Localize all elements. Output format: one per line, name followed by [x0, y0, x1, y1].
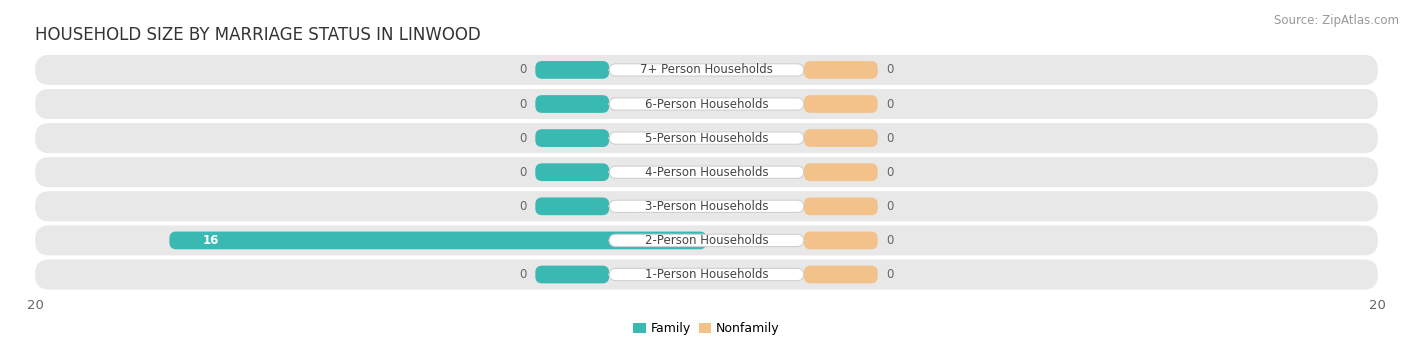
FancyBboxPatch shape: [804, 61, 877, 79]
Text: 4-Person Households: 4-Person Households: [645, 166, 768, 179]
Text: 0: 0: [520, 132, 527, 145]
FancyBboxPatch shape: [35, 191, 1378, 221]
Text: 1-Person Households: 1-Person Households: [645, 268, 768, 281]
FancyBboxPatch shape: [35, 123, 1378, 153]
Text: Source: ZipAtlas.com: Source: ZipAtlas.com: [1274, 14, 1399, 27]
FancyBboxPatch shape: [804, 197, 877, 215]
FancyBboxPatch shape: [609, 98, 804, 110]
FancyBboxPatch shape: [804, 129, 877, 147]
Text: 6-Person Households: 6-Person Households: [645, 98, 768, 110]
Text: 0: 0: [886, 98, 893, 110]
FancyBboxPatch shape: [609, 166, 804, 178]
FancyBboxPatch shape: [804, 95, 877, 113]
Text: 0: 0: [886, 166, 893, 179]
FancyBboxPatch shape: [35, 157, 1378, 187]
Legend: Family, Nonfamily: Family, Nonfamily: [628, 317, 785, 340]
FancyBboxPatch shape: [536, 197, 609, 215]
Text: 0: 0: [520, 166, 527, 179]
FancyBboxPatch shape: [536, 266, 609, 283]
Text: 5-Person Households: 5-Person Households: [645, 132, 768, 145]
FancyBboxPatch shape: [609, 132, 804, 144]
FancyBboxPatch shape: [536, 95, 609, 113]
Text: 0: 0: [520, 200, 527, 213]
Text: 0: 0: [520, 98, 527, 110]
FancyBboxPatch shape: [536, 129, 609, 147]
Text: 3-Person Households: 3-Person Households: [645, 200, 768, 213]
Text: 0: 0: [520, 268, 527, 281]
FancyBboxPatch shape: [804, 232, 877, 249]
Text: 0: 0: [520, 63, 527, 76]
FancyBboxPatch shape: [609, 234, 804, 247]
FancyBboxPatch shape: [609, 200, 804, 212]
Text: HOUSEHOLD SIZE BY MARRIAGE STATUS IN LINWOOD: HOUSEHOLD SIZE BY MARRIAGE STATUS IN LIN…: [35, 26, 481, 44]
FancyBboxPatch shape: [35, 89, 1378, 119]
FancyBboxPatch shape: [169, 232, 706, 249]
Text: 7+ Person Households: 7+ Person Households: [640, 63, 773, 76]
Text: 0: 0: [886, 132, 893, 145]
FancyBboxPatch shape: [804, 163, 877, 181]
Text: 0: 0: [886, 234, 893, 247]
Text: 0: 0: [886, 63, 893, 76]
FancyBboxPatch shape: [35, 55, 1378, 85]
Text: 0: 0: [886, 268, 893, 281]
FancyBboxPatch shape: [536, 61, 609, 79]
FancyBboxPatch shape: [35, 225, 1378, 255]
Text: 0: 0: [886, 200, 893, 213]
Text: 16: 16: [202, 234, 219, 247]
FancyBboxPatch shape: [35, 260, 1378, 290]
Text: 2-Person Households: 2-Person Households: [645, 234, 768, 247]
FancyBboxPatch shape: [609, 64, 804, 76]
FancyBboxPatch shape: [609, 268, 804, 281]
FancyBboxPatch shape: [536, 163, 609, 181]
FancyBboxPatch shape: [804, 266, 877, 283]
